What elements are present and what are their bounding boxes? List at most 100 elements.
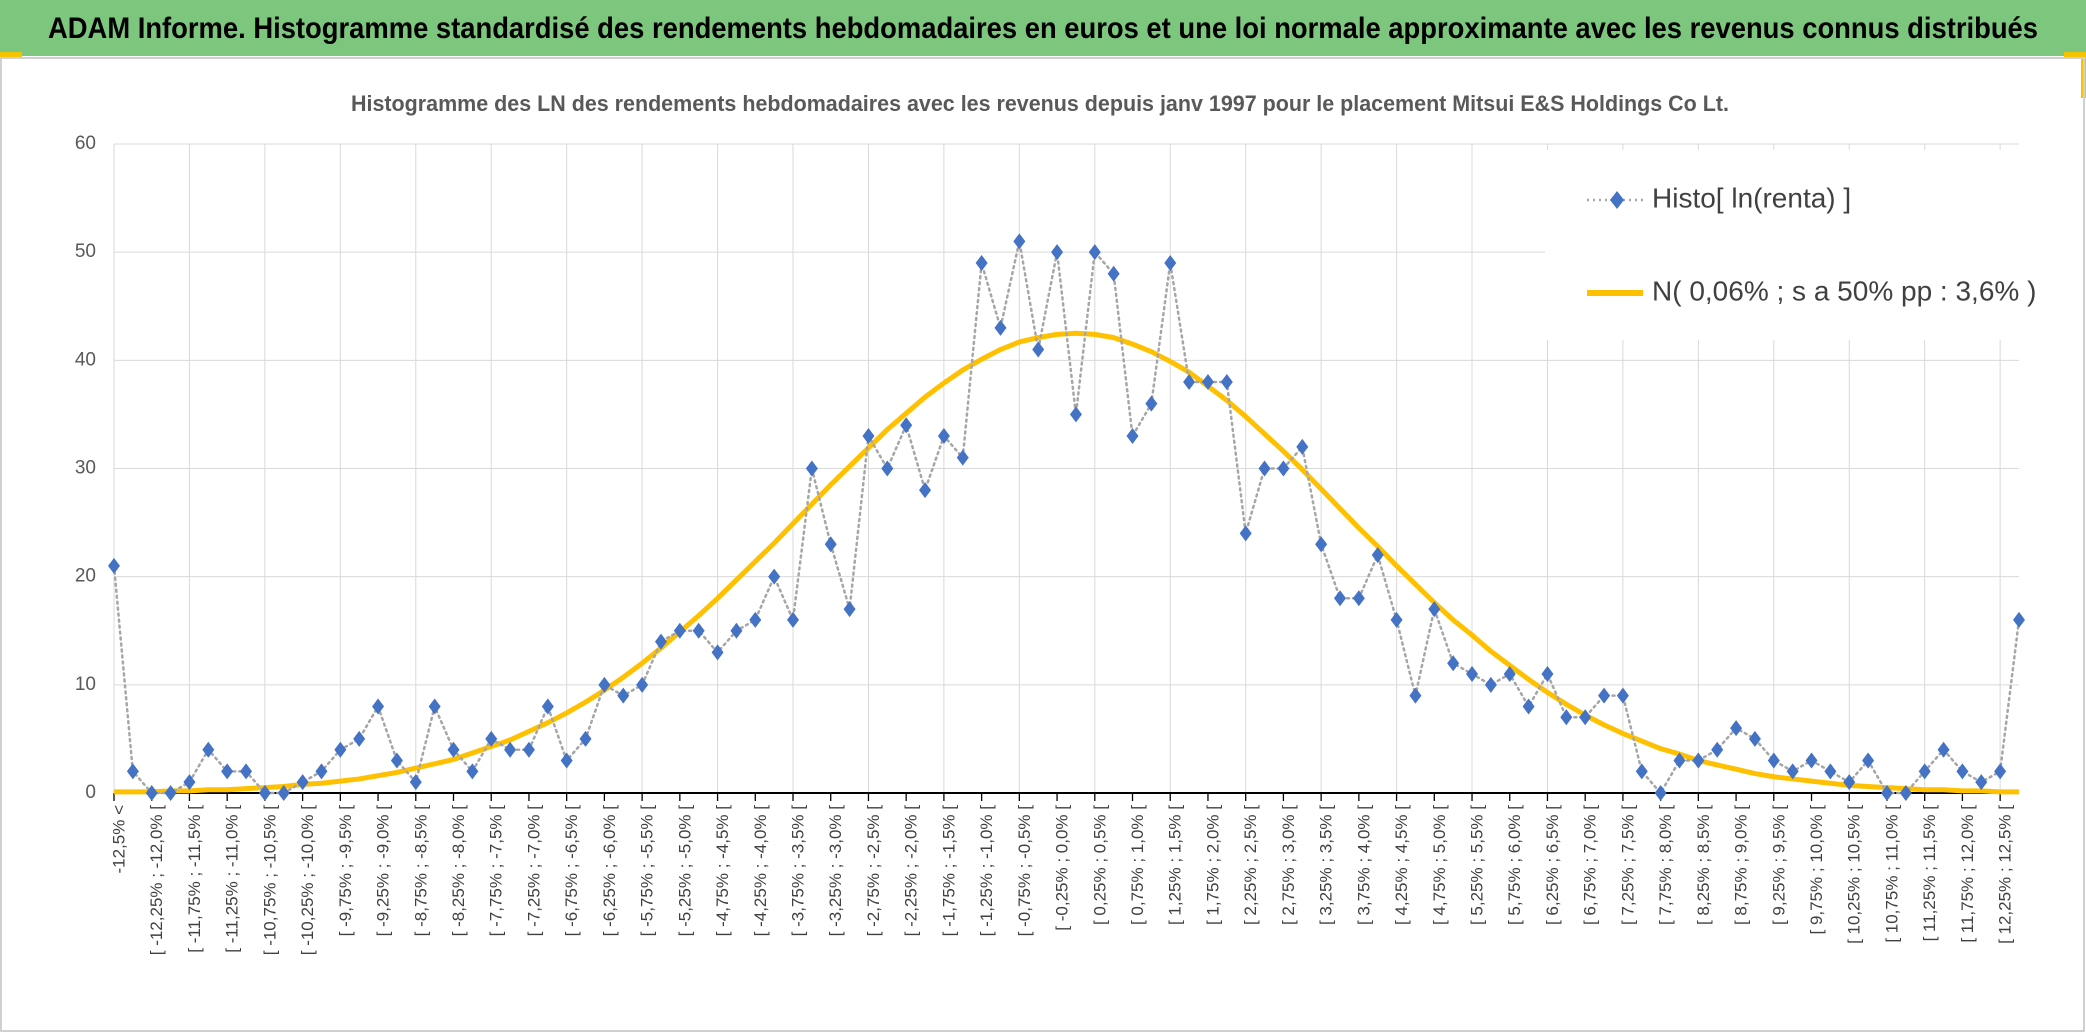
x-tick-label: [ 1,75% ; 2,0% [: [1203, 805, 1222, 925]
x-tick-label: [ -7,75% ; -7,5% [: [487, 805, 506, 937]
marker: [1201, 373, 1214, 390]
marker: [598, 676, 611, 693]
marker: [654, 633, 667, 650]
marker: [145, 785, 158, 801]
marker: [1673, 752, 1686, 769]
x-tick-label: [ 10,25% ; 10,5% [: [1845, 805, 1864, 944]
marker: [1164, 254, 1177, 271]
marker: [1616, 687, 1629, 704]
marker: [692, 622, 705, 639]
x-tick-label: [ 7,25% ; 7,5% [: [1618, 805, 1637, 925]
x-tick-label: [ -6,25% ; -6,0% [: [600, 805, 619, 937]
marker: [1522, 698, 1535, 715]
x-tick-label: [ -4,25% ; -4,0% [: [751, 805, 770, 937]
x-tick-label: [ 6,25% ; 6,5% [: [1543, 805, 1562, 925]
x-tick-label: [ 9,25% ; 9,5% [: [1769, 805, 1788, 925]
marker: [447, 741, 460, 758]
marker: [956, 449, 969, 466]
marker: [1371, 547, 1384, 564]
marker: [1598, 687, 1611, 704]
marker: [409, 774, 422, 791]
marker: [353, 730, 366, 747]
x-tick-label: [ -0,75% ; -0,5% [: [1015, 805, 1034, 937]
marker: [1277, 460, 1290, 477]
marker: [994, 319, 1007, 336]
marker: [1767, 752, 1780, 769]
marker: [108, 557, 120, 574]
marker: [258, 785, 271, 801]
x-tick-label: [ 4,25% ; 4,5% [: [1392, 805, 1411, 925]
x-tick-label: [ -1,25% ; -1,0% [: [977, 805, 996, 937]
x-tick-label: [ 12,25% ; 12,5% [: [1996, 805, 2015, 944]
x-tick-label: [ -8,75% ; -8,5% [: [411, 805, 430, 937]
marker: [881, 460, 894, 477]
y-tick-label: 30: [75, 458, 96, 479]
marker: [1899, 785, 1912, 801]
marker: [1994, 763, 2007, 780]
marker: [240, 763, 253, 780]
marker: [862, 428, 875, 445]
marker: [1352, 590, 1365, 607]
title-banner: [0, 0, 2086, 56]
x-tick-label: [ -9,25% ; -9,0% [: [374, 805, 393, 937]
legend-label: Histo[ ln(renta) ]: [1652, 182, 1851, 213]
x-tick-label: [ -0,25% ; 0,0% [: [1053, 805, 1072, 931]
x-tick-label: [ -9,75% ; -9,5% [: [336, 805, 355, 937]
x-tick-label: [ 8,75% ; 9,0% [: [1732, 805, 1751, 925]
x-tick-label: [ -8,25% ; -8,0% [: [449, 805, 468, 937]
marker: [1730, 720, 1743, 737]
x-tick-label: [ -5,75% ; -5,5% [: [638, 805, 657, 937]
marker: [296, 774, 309, 791]
marker: [164, 785, 177, 801]
marker: [541, 698, 554, 715]
marker: [334, 741, 347, 758]
marker: [1748, 730, 1761, 747]
marker: [824, 536, 837, 553]
marker: [730, 622, 743, 639]
x-tick-label: [ 4,75% ; 5,0% [: [1430, 805, 1449, 925]
corner-accent: [2064, 52, 2086, 58]
x-tick-label: [ -2,25% ; -2,0% [: [902, 805, 921, 937]
marker: [975, 254, 988, 271]
marker: [1088, 244, 1101, 261]
x-tick-label: [ -7,25% ; -7,0% [: [524, 805, 543, 937]
marker: [1333, 590, 1346, 607]
marker: [221, 763, 234, 780]
x-tick-label: [ 8,25% ; 8,5% [: [1694, 805, 1713, 925]
marker: [1692, 752, 1705, 769]
marker: [1937, 741, 1950, 758]
x-tick-label: [ 5,25% ; 5,5% [: [1468, 805, 1487, 925]
page-title: ADAM Informe. Histogramme standardisé de…: [48, 12, 2038, 45]
marker: [805, 460, 818, 477]
marker: [1239, 525, 1252, 542]
marker: [1503, 666, 1516, 683]
marker: [749, 611, 762, 628]
marker: [1862, 752, 1875, 769]
marker: [1484, 676, 1497, 693]
x-tick-label: [ -1,75% ; -1,5% [: [939, 805, 958, 937]
x-tick-label: [ -3,75% ; -3,5% [: [788, 805, 807, 937]
x-tick-label: [ 2,25% ; 2,5% [: [1241, 805, 1260, 925]
marker: [1975, 774, 1988, 791]
marker: [202, 741, 215, 758]
x-tick-label: [ 5,75% ; 6,0% [: [1505, 805, 1524, 925]
legend-label: N( 0,06% ; s a 50% pp : 3,6% ): [1652, 275, 2036, 306]
marker: [1805, 752, 1818, 769]
x-tick-label: [ 2,75% ; 3,0% [: [1279, 805, 1298, 925]
x-tick-label: [ -10,25% ; -10,0% [: [298, 805, 317, 956]
marker: [1880, 785, 1893, 801]
x-tick-label: [ -3,25% ; -3,0% [: [826, 805, 845, 937]
marker: [787, 611, 800, 628]
x-tick-label: [ 11,75% ; 12,0% [: [1958, 805, 1977, 943]
marker: [1051, 244, 1064, 261]
legend-box: [1545, 150, 2019, 340]
x-tick-label: [ 0,75% ; 1,0% [: [1128, 805, 1147, 925]
marker: [1824, 763, 1837, 780]
x-tick-label: [ -5,25% ; -5,0% [: [675, 805, 694, 937]
x-tick-label: [ -11,75% ; -11,5% [: [185, 805, 204, 953]
marker: [1466, 666, 1479, 683]
marker: [1145, 395, 1158, 412]
corner-accent: [0, 52, 22, 58]
marker: [1786, 763, 1799, 780]
marker: [1220, 373, 1233, 390]
